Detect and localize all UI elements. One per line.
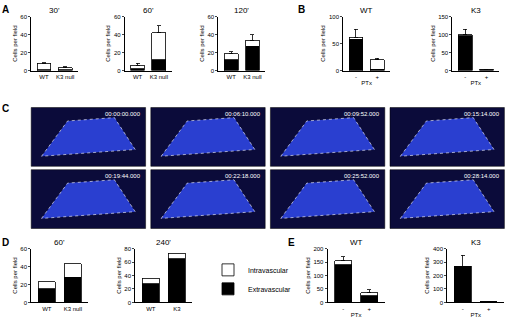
svg-text:Cells per field: Cells per field: [12, 26, 18, 62]
svg-text:K3 null: K3 null: [150, 74, 168, 80]
svg-text:30': 30': [49, 6, 60, 15]
svg-text:20: 20: [20, 50, 27, 56]
svg-text:0: 0: [117, 68, 121, 74]
svg-text:0: 0: [440, 300, 444, 306]
svg-text:+: +: [485, 74, 489, 80]
svg-text:-: -: [462, 306, 464, 312]
svg-text:Cells per field: Cells per field: [12, 257, 18, 293]
svg-text:150: 150: [438, 14, 449, 20]
svg-text:200: 200: [313, 246, 324, 252]
svg-text:150: 150: [313, 259, 324, 265]
svg-text:PTx: PTx: [361, 80, 372, 86]
svg-text:K3 null: K3 null: [243, 74, 261, 80]
svg-text:Cells per field: Cells per field: [305, 257, 311, 293]
svg-text:20: 20: [124, 286, 131, 292]
svg-text:-: -: [342, 306, 344, 312]
svg-text:Cells per field: Cells per field: [424, 257, 430, 293]
svg-text:0: 0: [128, 300, 132, 306]
svg-text:-: -: [355, 74, 357, 80]
svg-text:K3: K3: [471, 238, 481, 247]
svg-text:D: D: [2, 237, 9, 248]
svg-text:WT: WT: [133, 74, 143, 80]
svg-text:60': 60': [54, 238, 65, 247]
svg-text:240': 240': [156, 238, 171, 247]
svg-text:PTx: PTx: [470, 80, 481, 86]
svg-text:C: C: [2, 103, 9, 114]
svg-text:100: 100: [329, 14, 340, 20]
svg-text:60: 60: [124, 259, 131, 265]
svg-text:K3 null: K3 null: [64, 306, 82, 312]
svg-text:0: 0: [24, 68, 28, 74]
svg-text:WT: WT: [39, 74, 49, 80]
svg-text:60: 60: [20, 14, 27, 20]
svg-text:Intravascular: Intravascular: [248, 267, 289, 274]
svg-text:PTx: PTx: [351, 312, 362, 318]
svg-text:0: 0: [211, 68, 215, 74]
svg-text:K3: K3: [173, 306, 181, 312]
svg-text:00:00:00.000: 00:00:00.000: [105, 111, 141, 117]
svg-text:00:28:14.000: 00:28:14.000: [464, 173, 500, 179]
svg-text:Cells per field: Cells per field: [320, 26, 326, 62]
svg-text:K3: K3: [471, 6, 481, 15]
svg-text:60: 60: [114, 14, 121, 20]
svg-text:20: 20: [208, 50, 215, 56]
svg-text:60: 60: [208, 14, 215, 20]
svg-text:50: 50: [317, 286, 324, 292]
svg-text:00:06:10.000: 00:06:10.000: [225, 111, 261, 117]
svg-text:-: -: [464, 74, 466, 80]
svg-text:+: +: [487, 306, 491, 312]
svg-text:Cells per field: Cells per field: [105, 26, 111, 62]
svg-text:400: 400: [433, 246, 444, 252]
svg-text:E: E: [288, 237, 295, 248]
svg-text:00:22:18.000: 00:22:18.000: [225, 173, 261, 179]
svg-text:60: 60: [20, 246, 27, 252]
svg-text:WT: WT: [350, 238, 363, 247]
svg-text:0: 0: [320, 300, 324, 306]
svg-text:80: 80: [124, 246, 131, 252]
svg-text:A: A: [2, 4, 9, 15]
svg-text:WT: WT: [360, 6, 373, 15]
svg-text:K3 null: K3 null: [56, 74, 74, 80]
svg-text:60': 60': [143, 6, 154, 15]
svg-text:20: 20: [114, 50, 121, 56]
svg-text:40: 40: [114, 32, 121, 38]
svg-text:00:15:14.000: 00:15:14.000: [464, 111, 500, 117]
svg-text:WT: WT: [226, 74, 236, 80]
svg-text:B: B: [298, 4, 305, 15]
svg-text:+: +: [375, 74, 379, 80]
svg-text:Extravascular: Extravascular: [248, 286, 291, 293]
svg-text:WT: WT: [146, 306, 156, 312]
svg-text:Cells per field: Cells per field: [116, 257, 122, 293]
svg-text:Cells per field: Cells per field: [199, 26, 205, 62]
svg-text:120': 120': [234, 6, 249, 15]
svg-text:40: 40: [208, 32, 215, 38]
svg-text:00:19:44.000: 00:19:44.000: [105, 173, 141, 179]
svg-text:200: 200: [433, 273, 444, 279]
svg-text:PTx: PTx: [470, 312, 481, 318]
svg-text:Cells per field: Cells per field: [430, 26, 436, 62]
svg-text:0: 0: [445, 68, 449, 74]
svg-text:300: 300: [433, 259, 444, 265]
svg-text:0: 0: [24, 300, 28, 306]
svg-text:20: 20: [20, 282, 27, 288]
svg-text:0: 0: [336, 68, 340, 74]
svg-text:50: 50: [332, 41, 339, 47]
svg-text:+: +: [367, 306, 371, 312]
svg-text:40: 40: [20, 264, 27, 270]
svg-text:100: 100: [433, 286, 444, 292]
svg-text:40: 40: [20, 32, 27, 38]
svg-text:WT: WT: [42, 306, 52, 312]
svg-text:100: 100: [313, 273, 324, 279]
svg-text:00:09:52.000: 00:09:52.000: [344, 111, 380, 117]
svg-text:100: 100: [438, 32, 449, 38]
svg-text:40: 40: [124, 273, 131, 279]
svg-text:00:25:52.000: 00:25:52.000: [344, 173, 380, 179]
svg-text:50: 50: [442, 50, 449, 56]
